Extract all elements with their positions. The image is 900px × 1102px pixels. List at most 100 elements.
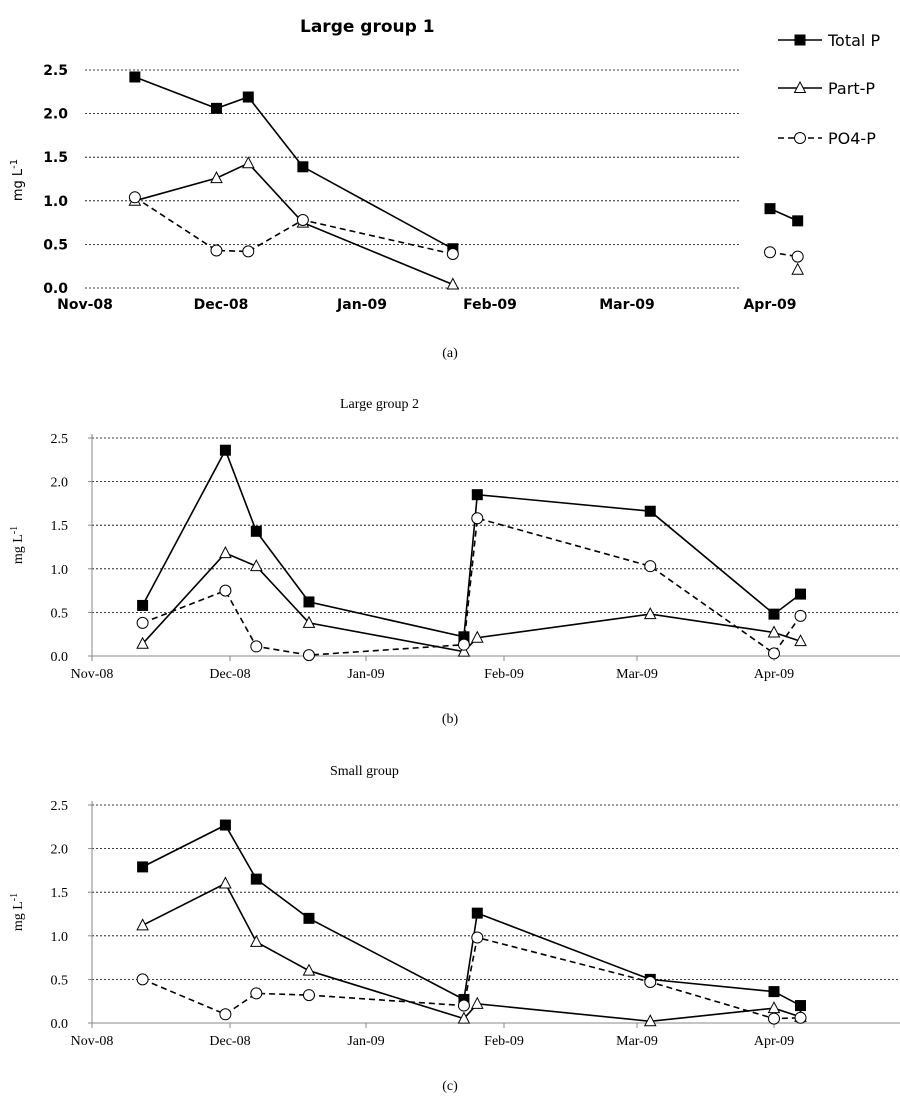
series-part_p [136,876,807,1027]
chart-title: Large group 1 [300,17,435,37]
data-point-part_p [457,644,471,657]
y-tick-label: 1.0 [43,194,68,210]
data-point-total_p [250,525,262,537]
data-point-total_p [137,599,149,611]
data-point-po4_p [219,1008,232,1021]
data-point-po4_p [794,1011,807,1024]
x-tick-label: Mar-09 [616,1034,658,1049]
x-tick-label: Apr-09 [754,1034,794,1049]
y-tick-label: 2.0 [51,476,69,491]
data-point-total_p [303,912,315,924]
data-point-po4_p [457,638,470,651]
x-tick-label: Jan-09 [347,1034,384,1049]
data-point-part_p [767,625,781,638]
series-total_p [129,71,804,255]
chart-title: Large group 2 [340,397,419,412]
legend-label-po4_p: PO4-P [828,129,876,148]
data-point-po4_p [296,213,309,226]
y-axis-label: mg L-1 [9,159,26,201]
data-point-po4_p [471,512,484,525]
y-tick-label: 1.0 [51,930,69,945]
data-point-total_p [210,102,222,114]
data-point-po4_p [791,250,804,263]
data-point-part_p [219,876,232,889]
data-point-po4_p [128,191,141,204]
data-point-po4_p [768,647,780,660]
y-tick-label: 1.0 [51,563,69,578]
data-point-po4_p [446,247,459,260]
data-point-total_p [792,215,804,227]
x-tick-label: Feb-09 [484,667,524,682]
data-point-po4_p [250,987,263,1000]
chart-caption: (c) [442,1079,458,1094]
legend-label-total_p: Total P [827,31,880,50]
data-point-part_p [767,1001,781,1014]
data-point-part_p [302,615,316,628]
data-point-part_p [643,1014,657,1027]
data-point-part_p [210,171,223,184]
data-point-po4_p [242,245,255,258]
data-point-po4_p [764,246,776,259]
y-axis-label: mg L-1 [9,893,26,931]
x-tick-label: Dec-08 [194,297,249,313]
y-tick-label: 0.5 [51,973,69,988]
data-point-po4_p [768,1012,780,1025]
data-point-part_p [249,559,263,572]
y-tick-label: 0.5 [43,237,68,253]
series-line-po4_p [142,517,802,656]
data-point-total_p [219,819,231,831]
data-point-po4_p [302,649,315,662]
y-tick-label: 2.0 [51,843,69,858]
x-tick-label: Nov-08 [57,297,113,313]
data-point-total_p [795,588,807,600]
data-point-po4_p [210,244,223,257]
data-point-total_p [250,873,262,885]
data-point-total_p [471,907,483,919]
legend-marker-part_p [793,80,807,93]
legend: Total P Part-P PO4-P [778,31,880,148]
x-tick-label: Mar-09 [616,667,658,682]
data-point-part_p [136,918,149,931]
chart-caption: (b) [442,712,459,727]
data-point-total_p [795,1000,807,1012]
data-point-part_p [791,262,805,275]
data-point-part_p [794,634,807,647]
chart-panel-3: Small group 0.0 0.5 1.0 1.5 2.0 2.5 Nov-08 Dec-0… [9,764,900,1094]
x-tick-label: Nov-08 [71,667,114,682]
chart-title: Small group [330,764,399,779]
data-point-total_p [764,203,776,215]
series-line-part_p [134,162,454,286]
data-point-part_p [446,277,460,290]
y-tick-label: 0.5 [51,606,69,621]
y-axis-label: mg L-1 [9,526,26,564]
series-part_p [128,156,805,290]
legend-marker-po4_p [794,132,806,144]
x-tick-label: Apr-09 [754,667,794,682]
series-part_p [136,546,807,657]
data-point-part_p [136,636,149,649]
x-tick-label: Jan-09 [336,297,387,313]
data-point-total_p [768,608,780,620]
series-line-total_p [134,76,454,250]
data-point-po4_p [457,999,470,1012]
series-po4_p [136,931,807,1025]
legend-label-part_p: Part-P [828,79,875,98]
data-point-total_p [303,596,315,608]
data-point-total_p [297,161,309,173]
series-total_p [137,444,807,643]
series-po4_p [128,191,804,263]
data-point-total_p [644,505,656,517]
x-tick-label: Mar-09 [599,297,655,313]
y-tick-label: 0.0 [43,281,68,297]
y-tick-label: 2.5 [51,799,69,814]
y-tick-label: 1.5 [51,519,69,534]
y-tick-label: 1.5 [51,886,69,901]
data-point-total_p [137,861,149,873]
chart-panel-2: Large group 2 0.0 0.5 1.0 1.5 2.0 2.5 Nov-08 Dec… [9,397,900,727]
data-point-total_p [129,71,141,83]
x-tick-label: Feb-09 [463,297,517,313]
data-point-po4_p [794,609,807,622]
data-point-po4_p [644,560,657,573]
data-point-part_p [470,630,484,643]
y-tick-label: 0.0 [51,650,69,665]
